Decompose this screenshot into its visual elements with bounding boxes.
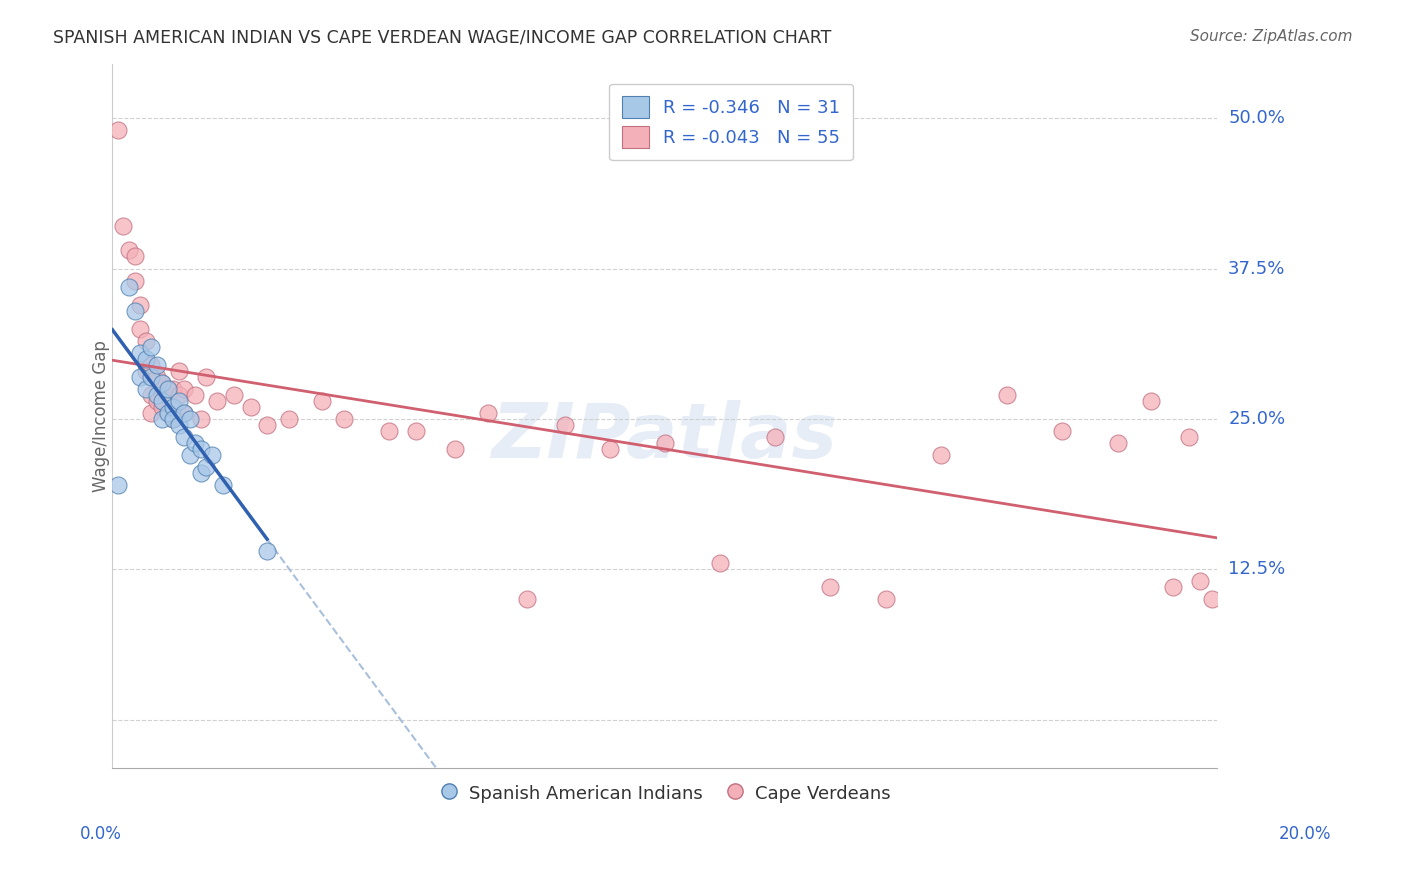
Point (554, 417, 576, 432)
Point (129, 369, 152, 384)
Point (333, 412, 356, 426)
Point (654, 436, 676, 450)
Point (516, 592, 538, 607)
Point (139, 406, 162, 420)
Point (1052, 424, 1074, 438)
Point (190, 466, 212, 480)
Text: SPANISH AMERICAN INDIAN VS CAPE VERDEAN WAGE/INCOME GAP CORRELATION CHART: SPANISH AMERICAN INDIAN VS CAPE VERDEAN … (53, 29, 832, 46)
Text: Source: ZipAtlas.com: Source: ZipAtlas.com (1189, 29, 1353, 44)
Point (195, 459, 218, 474)
Point (222, 388, 245, 402)
Point (167, 417, 190, 432)
Point (1161, 580, 1184, 594)
Point (167, 393, 190, 408)
Text: 50.0%: 50.0% (1229, 109, 1285, 128)
Point (195, 369, 218, 384)
Point (162, 412, 184, 426)
Point (256, 544, 278, 558)
Point (1107, 436, 1129, 450)
Point (145, 369, 167, 384)
Point (212, 478, 235, 492)
Text: 12.5%: 12.5% (1229, 560, 1285, 578)
Text: 37.5%: 37.5% (1229, 260, 1285, 277)
Point (156, 382, 179, 396)
Point (278, 412, 301, 426)
Point (1178, 430, 1201, 444)
Point (377, 424, 399, 438)
Point (139, 388, 162, 402)
Text: 0.0%: 0.0% (80, 825, 122, 843)
Point (112, 219, 135, 234)
Point (139, 369, 162, 384)
Point (156, 382, 179, 396)
Point (135, 364, 157, 378)
Point (179, 448, 201, 462)
Point (107, 123, 129, 137)
Point (145, 358, 167, 372)
Point (156, 406, 179, 420)
Point (405, 424, 427, 438)
Point (763, 430, 786, 444)
Point (179, 412, 201, 426)
Point (162, 412, 184, 426)
Point (139, 358, 162, 372)
Y-axis label: Wage/Income Gap: Wage/Income Gap (93, 340, 110, 491)
Point (201, 448, 224, 462)
Point (156, 406, 179, 420)
Point (173, 406, 195, 420)
Point (118, 279, 141, 293)
Text: 25.0%: 25.0% (1229, 409, 1285, 428)
Point (444, 442, 467, 456)
Point (256, 417, 278, 432)
Point (190, 412, 212, 426)
Point (599, 442, 621, 456)
Point (129, 297, 152, 311)
Point (709, 556, 731, 570)
Point (184, 388, 207, 402)
Point (1201, 592, 1223, 607)
Point (124, 303, 146, 318)
Point (173, 430, 195, 444)
Point (477, 406, 499, 420)
Point (135, 334, 157, 348)
Point (145, 388, 167, 402)
Point (173, 406, 195, 420)
Point (167, 364, 190, 378)
Point (820, 580, 842, 594)
Point (207, 393, 229, 408)
Point (139, 340, 162, 354)
Point (162, 400, 184, 414)
Text: ZIPatlas: ZIPatlas (492, 400, 838, 474)
Point (150, 376, 173, 390)
Point (129, 345, 152, 359)
Point (150, 376, 173, 390)
Point (929, 448, 952, 462)
Point (118, 244, 141, 258)
Point (995, 388, 1018, 402)
Point (145, 393, 167, 408)
Point (107, 478, 129, 492)
Point (190, 442, 212, 456)
Point (124, 250, 146, 264)
Point (135, 382, 157, 396)
Point (875, 592, 897, 607)
Point (311, 393, 333, 408)
Point (150, 400, 173, 414)
Point (239, 400, 262, 414)
Point (150, 412, 173, 426)
Point (129, 321, 152, 335)
Legend: Spanish American Indians, Cape Verdeans: Spanish American Indians, Cape Verdeans (432, 775, 898, 812)
Point (1139, 393, 1161, 408)
Point (173, 382, 195, 396)
Point (167, 388, 190, 402)
Point (162, 382, 184, 396)
Point (184, 436, 207, 450)
Point (1189, 574, 1212, 589)
Point (124, 274, 146, 288)
Point (135, 351, 157, 366)
Text: 20.0%: 20.0% (1278, 825, 1331, 843)
Point (150, 393, 173, 408)
